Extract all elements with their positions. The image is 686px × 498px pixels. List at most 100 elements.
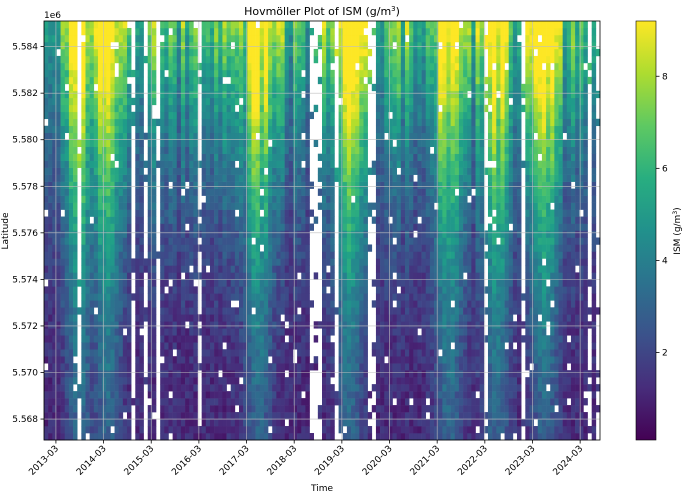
heatmap-cell <box>280 412 285 420</box>
heatmap-cell <box>164 202 169 210</box>
heatmap-cell <box>151 237 157 245</box>
heatmap-cell <box>85 265 90 273</box>
heatmap-cell <box>222 104 227 113</box>
heatmap-cell <box>218 363 223 371</box>
heatmap-cell <box>351 265 356 273</box>
heatmap-cell <box>172 405 178 413</box>
heatmap-cell <box>251 363 256 371</box>
heatmap-cell <box>384 125 389 134</box>
heatmap-cell <box>400 76 406 85</box>
heatmap-cell <box>218 398 223 406</box>
heatmap-cell <box>102 223 107 231</box>
heatmap-cell <box>338 377 344 385</box>
heatmap-cell <box>375 160 381 168</box>
heatmap-cell <box>64 69 70 78</box>
heatmap-cell <box>172 265 178 273</box>
heatmap-cell <box>139 377 144 385</box>
heatmap-cell <box>135 216 140 224</box>
heatmap-cell <box>284 384 290 392</box>
heatmap-cell <box>205 370 211 378</box>
heatmap-cell <box>135 342 140 350</box>
heatmap-cell <box>409 27 414 36</box>
heatmap-cell <box>417 377 422 385</box>
heatmap-cell <box>301 314 306 322</box>
heatmap-cell <box>106 433 111 441</box>
heatmap-cell <box>201 433 207 441</box>
heatmap-cell <box>338 405 344 413</box>
heatmap-cell <box>400 363 406 371</box>
heatmap-cell <box>305 48 310 57</box>
heatmap-cell <box>239 195 244 203</box>
heatmap-cell <box>276 391 281 399</box>
heatmap-cell <box>73 69 78 78</box>
heatmap-cell <box>305 286 310 294</box>
heatmap-cell <box>48 195 53 203</box>
heatmap-cell <box>297 349 302 357</box>
heatmap-cell <box>284 153 290 161</box>
heatmap-cell <box>176 118 182 127</box>
heatmap-cell <box>189 356 194 364</box>
heatmap-cell <box>243 69 248 78</box>
heatmap-cell <box>214 62 219 71</box>
heatmap-cell <box>126 223 132 231</box>
heatmap-cell <box>326 223 331 231</box>
heatmap-cell <box>172 412 178 420</box>
heatmap-cell <box>226 286 232 294</box>
heatmap-cell <box>164 55 169 64</box>
heatmap-cell <box>301 279 306 287</box>
heatmap-cell <box>351 21 356 29</box>
heatmap-cell <box>230 377 236 385</box>
heatmap-cell <box>263 272 269 280</box>
heatmap-cell <box>322 41 327 50</box>
heatmap-cell <box>139 62 144 71</box>
heatmap-cell <box>97 188 103 196</box>
heatmap-cell <box>326 412 331 420</box>
heatmap-cell <box>48 181 53 189</box>
heatmap-cell <box>330 104 335 113</box>
heatmap-cell <box>85 237 90 245</box>
heatmap-cell <box>413 69 418 78</box>
heatmap-cell <box>102 244 107 252</box>
heatmap-cell <box>396 433 402 441</box>
heatmap-cell <box>151 153 157 161</box>
heatmap-cell <box>193 328 198 336</box>
heatmap-cell <box>93 90 99 99</box>
heatmap-cell <box>400 279 406 287</box>
heatmap-cell <box>284 97 290 106</box>
heatmap-cell <box>239 188 244 196</box>
heatmap-cell <box>263 321 269 329</box>
heatmap-cell <box>218 391 223 399</box>
heatmap-cell <box>284 293 290 301</box>
heatmap-cell <box>239 27 244 36</box>
heatmap-cell <box>272 363 277 371</box>
heatmap-cell <box>334 307 339 315</box>
heatmap-cell <box>413 104 418 113</box>
heatmap-cell <box>214 146 219 154</box>
heatmap-cell <box>68 286 74 294</box>
heatmap-cell <box>413 426 418 434</box>
heatmap-cell <box>85 363 90 371</box>
heatmap-cell <box>309 181 314 189</box>
heatmap-cell <box>73 335 78 343</box>
heatmap-cell <box>110 412 115 420</box>
heatmap-cell <box>48 300 53 308</box>
heatmap-cell <box>392 216 397 224</box>
heatmap-cell <box>409 377 414 385</box>
heatmap-cell <box>255 286 261 294</box>
heatmap-cell <box>89 384 95 392</box>
heatmap-cell <box>251 90 256 99</box>
heatmap-cell <box>384 167 389 175</box>
heatmap-cell <box>322 321 327 329</box>
heatmap-cell <box>160 55 165 64</box>
heatmap-cell <box>205 125 211 134</box>
heatmap-cell <box>156 251 161 259</box>
heatmap-cell <box>168 370 173 378</box>
heatmap-cell <box>230 321 236 329</box>
heatmap-cell <box>151 27 157 36</box>
heatmap-cell <box>60 125 66 134</box>
heatmap-cell <box>214 251 219 259</box>
heatmap-cell <box>330 21 335 29</box>
heatmap-cell <box>164 398 169 406</box>
heatmap-cell <box>135 426 140 434</box>
heatmap-cell <box>52 244 57 252</box>
